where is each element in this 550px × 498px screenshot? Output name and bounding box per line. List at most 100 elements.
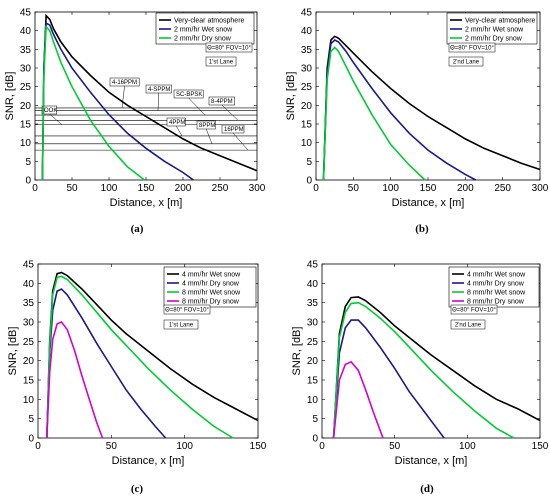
y-tick-label: 20 bbox=[301, 101, 313, 112]
annotation-box bbox=[205, 42, 253, 53]
x-tick-label: 300 bbox=[532, 183, 549, 194]
y-axis-label: SNR, [dB] bbox=[285, 72, 297, 121]
y-tick-label: 45 bbox=[307, 260, 319, 271]
threshold-label: SC-BPSK bbox=[176, 92, 202, 98]
legend-box bbox=[163, 266, 257, 308]
x-tick-label: 50 bbox=[389, 441, 401, 452]
threshold-label: 16PPM bbox=[224, 127, 244, 133]
series-line bbox=[46, 271, 259, 439]
legend-entry: 2 mm/hr Dry snow bbox=[465, 36, 523, 43]
legend: Very-clear atmosphere 2 mm/hr Wet snow 2 m… bbox=[155, 12, 255, 45]
y-tick-label: 45 bbox=[301, 8, 313, 19]
y-tick-label: 20 bbox=[20, 101, 32, 112]
y-tick-label: 20 bbox=[23, 356, 35, 367]
y-axis-label: SNR, [dB] bbox=[4, 72, 16, 121]
series-line bbox=[332, 319, 445, 439]
annotation-box bbox=[448, 42, 496, 53]
panel-caption: (a) bbox=[131, 223, 144, 235]
x-tick-label: 100 bbox=[459, 441, 476, 452]
series-line bbox=[332, 301, 515, 439]
legend-entry: Very-clear atmosphere bbox=[465, 18, 536, 25]
annotation-box bbox=[205, 56, 237, 67]
threshold-arrow bbox=[175, 125, 183, 137]
annotation-text: Θ=80° FOV=10° bbox=[207, 46, 251, 52]
threshold-label: 8-4PPM bbox=[211, 99, 233, 105]
y-tick-label: 10 bbox=[307, 395, 319, 406]
panel-d: 0 50 100 150 0 5 10 15 20 25 30 35 40 45 Distance, x [… bbox=[291, 260, 549, 496]
x-tick-label: 150 bbox=[420, 183, 437, 194]
y-tick-label: 0 bbox=[312, 434, 318, 445]
y-tick-label: 25 bbox=[23, 337, 35, 348]
y-tick-label: 10 bbox=[301, 138, 313, 149]
threshold-arrow bbox=[49, 113, 63, 125]
threshold-label: 8PPM bbox=[199, 123, 215, 129]
annotation-text: 1'st Lane bbox=[209, 60, 234, 66]
x-tick-label: 100 bbox=[382, 183, 399, 194]
legend-entry: 4 mm/hr Dry snow bbox=[182, 281, 240, 288]
series-line bbox=[41, 25, 145, 181]
panel-caption: (b) bbox=[415, 223, 429, 235]
annotation-text: 2'nd Lane bbox=[455, 323, 482, 329]
annotation-text: Θ=80° FOV=10° bbox=[450, 46, 494, 52]
series-line bbox=[322, 46, 426, 181]
legend-entry: Very-clear atmosphere bbox=[174, 18, 245, 25]
threshold-label: 4-16PPM bbox=[112, 80, 137, 86]
x-tick-label: 50 bbox=[348, 183, 360, 194]
x-tick-label: 100 bbox=[101, 183, 118, 194]
panel-b: 0 50 100 150 200 250 300 0 5 10 15 20 25 30 35 40 45 Dist… bbox=[285, 8, 549, 236]
y-tick-label: 15 bbox=[23, 376, 35, 387]
series-line bbox=[322, 39, 477, 181]
legend-entry: 8 mm/hr Dry snow bbox=[182, 299, 240, 306]
annotation-text: Θ=80° FOV=10° bbox=[452, 308, 496, 314]
x-tick-label: 250 bbox=[494, 183, 511, 194]
y-tick-label: 30 bbox=[23, 318, 35, 329]
legend-entry: 2 mm/hr Dry snow bbox=[174, 36, 232, 43]
y-tick-label: 10 bbox=[23, 395, 35, 406]
y-tick-label: 5 bbox=[306, 157, 312, 168]
threshold-arrow bbox=[205, 128, 213, 144]
x-tick-label: 150 bbox=[532, 441, 549, 452]
y-axis-label: SNR, [dB] bbox=[7, 327, 19, 376]
legend-entry: 8 mm/hr Wet snow bbox=[182, 290, 241, 297]
y-tick-label: 15 bbox=[301, 120, 313, 131]
y-tick-label: 30 bbox=[20, 64, 32, 75]
annotation-text: Θ=80° FOV=10° bbox=[165, 308, 209, 314]
annotation-box bbox=[163, 319, 199, 330]
y-tick-label: 5 bbox=[28, 414, 34, 425]
x-tick-label: 0 bbox=[319, 441, 325, 452]
x-axis-label: Distance, x [m] bbox=[392, 197, 465, 209]
threshold-label: 4-SPPM bbox=[148, 87, 170, 93]
series-line bbox=[46, 321, 104, 439]
y-tick-label: 5 bbox=[25, 157, 31, 168]
series-line bbox=[332, 296, 541, 439]
series-line bbox=[41, 13, 258, 181]
series-line bbox=[322, 35, 541, 181]
y-tick-label: 40 bbox=[307, 279, 319, 290]
legend-entry: 2 mm/hr Wet snow bbox=[174, 27, 233, 34]
y-tick-label: 35 bbox=[307, 298, 319, 309]
panel-caption: (d) bbox=[420, 483, 434, 495]
x-tick-label: 50 bbox=[66, 183, 78, 194]
annotation-box bbox=[163, 304, 211, 315]
threshold-arrow bbox=[157, 92, 160, 111]
legend-entry: 4 mm/hr Wet snow bbox=[182, 272, 241, 279]
series-line bbox=[46, 275, 234, 439]
y-tick-label: 25 bbox=[307, 337, 319, 348]
y-tick-label: 15 bbox=[20, 120, 32, 131]
y-tick-label: 35 bbox=[20, 45, 32, 56]
panel-c: 0 50 100 150 0 5 10 15 20 25 30 35 40 45 Distance, x [… bbox=[7, 260, 267, 496]
x-tick-label: 50 bbox=[106, 441, 118, 452]
y-tick-label: 10 bbox=[20, 138, 32, 149]
legend-box bbox=[155, 12, 255, 45]
series-line bbox=[46, 288, 167, 439]
threshold-label: 4PPM bbox=[169, 120, 185, 126]
threshold-label: OOK bbox=[44, 108, 57, 114]
legend: Very-clear atmosphere 2 mm/hr Wet snow 2 m… bbox=[446, 12, 538, 45]
x-axis-label: Distance, x [m] bbox=[395, 455, 468, 467]
y-tick-label: 45 bbox=[23, 260, 35, 271]
panel-a: 0 50 100 150 200 250 300 0 5 10 15 20 25 30 35 40 45 Dist… bbox=[4, 8, 266, 236]
y-tick-label: 40 bbox=[301, 26, 313, 37]
threshold-arrow bbox=[221, 104, 239, 121]
legend: 4 mm/hr Wet snow 4 mm/hr Dry snow 8 mm/hr … bbox=[163, 266, 257, 308]
x-axis-label: Distance, x [m] bbox=[112, 455, 185, 467]
